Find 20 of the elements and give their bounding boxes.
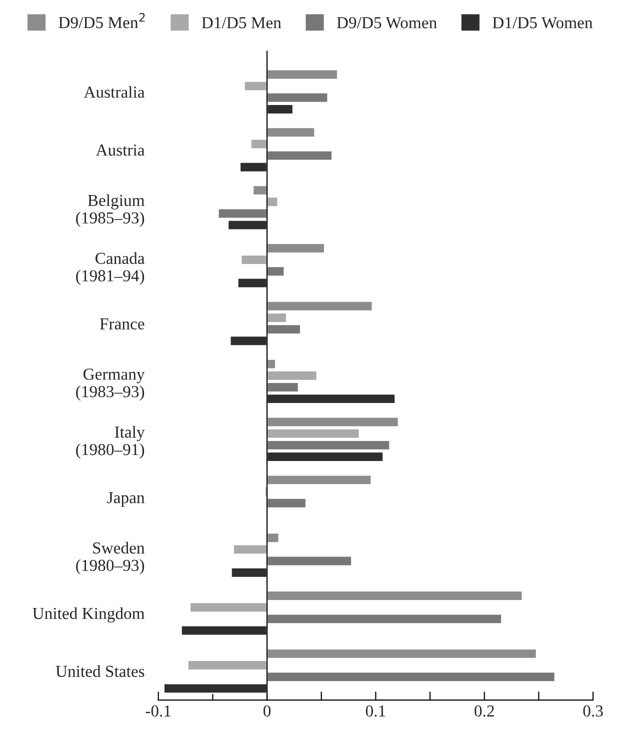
x-tick-label: 0 [264,705,271,717]
x-tick-label: 0.2 [474,705,494,717]
y-tick-label: Canada (1981–94) [76,252,145,285]
y-tick-label: Sweden (1980–93) [76,542,145,574]
y-tick-label: Austria [96,144,145,156]
y-tick-label: France [100,318,144,330]
y-tick-label: Australia [84,86,145,98]
legend-label: D1/D5 Women [492,17,593,28]
y-tick-label: United States [56,665,144,677]
y-tick-label: Germany (1983–93) [76,368,145,401]
legend-label: D1/D5 Men [202,17,282,28]
y-tick-label: Japan [107,492,145,507]
x-tick-label: 0.3 [583,705,603,717]
y-tick-label: Italy (1980–91) [76,426,145,459]
y-tick-label: Belgium (1985–93) [76,194,145,227]
legend-label: D9/D5 Men$^{2}$ [58,13,145,28]
legend-label: D9/D5 Women [336,17,437,28]
y-tick-label: United Kingdom [32,607,145,623]
x-tick-label: -0.1 [146,705,171,717]
x-tick-label: 0.1 [366,705,386,717]
